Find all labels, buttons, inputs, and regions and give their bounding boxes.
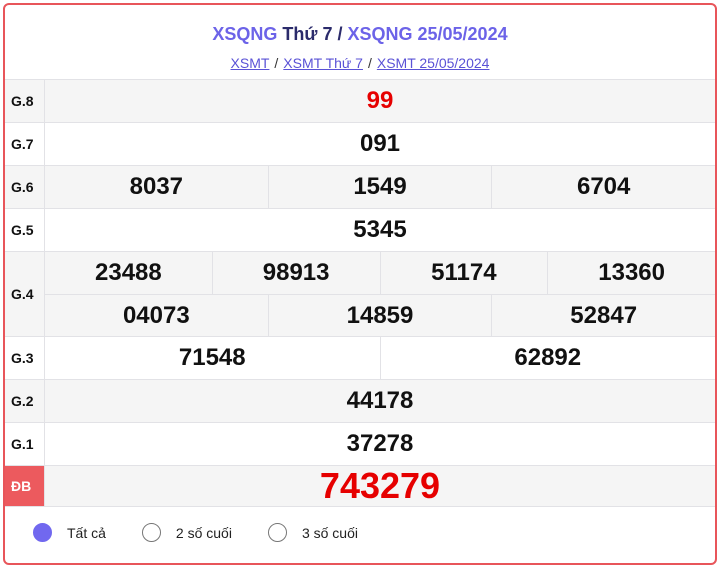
prize-row-g2: G.2 44178 [5, 379, 715, 422]
title-weekday: Thứ 7 / [282, 24, 343, 44]
special-prize-number: 743279 [319, 465, 441, 506]
prize-number: 37278 [346, 430, 414, 457]
prize-number: 5345 [353, 216, 407, 243]
prize-row-g3: G.3 71548 62892 [5, 336, 715, 379]
prize-row-special: ĐB 743279 [5, 465, 715, 507]
option-label: Tất cả [67, 524, 106, 541]
prize-label: G.6 [5, 166, 45, 208]
radio-icon[interactable] [141, 523, 161, 542]
prize-row-g8: G.8 99 [5, 79, 715, 122]
option-last-3[interactable]: 3 số cuối [267, 523, 358, 542]
display-options: Tất cả 2 số cuối 3 số cuối [5, 507, 715, 542]
prize-label: G.8 [5, 80, 45, 122]
prize-number: 62892 [379, 337, 716, 379]
prize-number: 14859 [267, 295, 492, 336]
breadcrumb-xsmt-date[interactable]: XSMT 25/05/2024 [376, 55, 490, 71]
title-link-province[interactable]: XSQNG [212, 24, 278, 44]
prize-number: 23488 [95, 259, 162, 286]
prize-number: 99 [366, 87, 394, 114]
breadcrumb-xsmt-weekday[interactable]: XSMT Thứ 7 [283, 55, 363, 71]
prize-label: G.5 [5, 209, 45, 251]
option-all[interactable]: Tất cả [33, 523, 106, 542]
radio-selected-icon[interactable] [33, 523, 52, 542]
breadcrumb-separator: / [367, 55, 372, 71]
radio-icon[interactable] [267, 523, 287, 542]
prize-label: G.7 [5, 123, 45, 165]
prize-number: 8037 [129, 173, 184, 200]
prize-label: G.1 [5, 423, 45, 465]
breadcrumb-xsmt[interactable]: XSMT [230, 55, 270, 71]
option-label: 3 số cuối [301, 524, 358, 541]
prize-label: G.2 [5, 380, 45, 422]
header: XSQNG Thứ 7 / XSQNG 25/05/2024 XSMT / XSMT… [5, 5, 715, 79]
prize-number: 51174 [379, 252, 548, 294]
prize-number: 6704 [491, 166, 715, 208]
prize-number: 44178 [346, 387, 414, 414]
page-title: XSQNG Thứ 7 / XSQNG 25/05/2024 [5, 24, 715, 45]
title-link-date[interactable]: XSQNG 25/05/2024 [347, 24, 508, 44]
prize-number: 52847 [491, 295, 715, 336]
prize-label: G.4 [5, 252, 45, 336]
option-label: 2 số cuối [175, 524, 232, 541]
results-card: XSQNG Thứ 7 / XSQNG 25/05/2024 XSMT / XSMT… [3, 3, 717, 565]
prize-number: 04073 [122, 301, 190, 329]
breadcrumb: XSMT / XSMT Thứ 7/XSMT 25/05/2024 [5, 55, 715, 71]
prize-number: 71548 [178, 344, 246, 371]
prize-number: 1549 [267, 166, 492, 208]
prize-row-g1: G.1 37278 [5, 422, 715, 465]
prize-number: 091 [359, 130, 401, 157]
prize-label: G.3 [5, 337, 45, 379]
prize-row-g5: G.5 5345 [5, 208, 715, 251]
prize-number: 13360 [547, 252, 715, 294]
prize-row-g4: G.4 23488 98913 51174 13360 04073 14859 52847 [5, 251, 715, 336]
prize-row-g6: G.6 8037 1549 6704 [5, 165, 715, 208]
prize-number: 98913 [211, 252, 380, 294]
breadcrumb-separator: / [274, 55, 279, 71]
prize-row-g7: G.7 091 [5, 122, 715, 165]
prize-label: ĐB [5, 466, 45, 506]
option-last-2[interactable]: 2 số cuối [141, 523, 232, 542]
